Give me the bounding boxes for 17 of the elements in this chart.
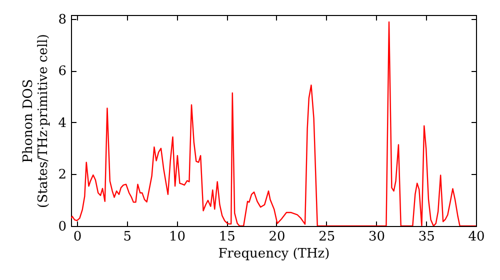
x-tick-label: 25 (318, 230, 336, 244)
x-tick-label: 40 (468, 230, 485, 244)
x-tick-label: 10 (168, 230, 186, 244)
y-tick-label: 0 (58, 220, 66, 234)
x-tick-label: 35 (418, 230, 435, 244)
y-tick-label: 2 (58, 168, 66, 183)
x-tick-label: 5 (123, 230, 132, 244)
line-series (71, 21, 476, 226)
y-axis-title: Phonon DOS (States/THz·primitive cell) (21, 34, 52, 208)
x-tick-label: 20 (268, 230, 286, 244)
x-tick-label: 30 (368, 230, 386, 244)
x-tick-label: 15 (218, 230, 236, 244)
x-axis-title: Frequency (THz) (218, 246, 330, 262)
y-tick-label: 8 (58, 12, 66, 28)
y-tick-label: 4 (58, 116, 66, 131)
x-tick-label: 0 (73, 230, 82, 244)
y-tick-label: 6 (58, 64, 66, 80)
